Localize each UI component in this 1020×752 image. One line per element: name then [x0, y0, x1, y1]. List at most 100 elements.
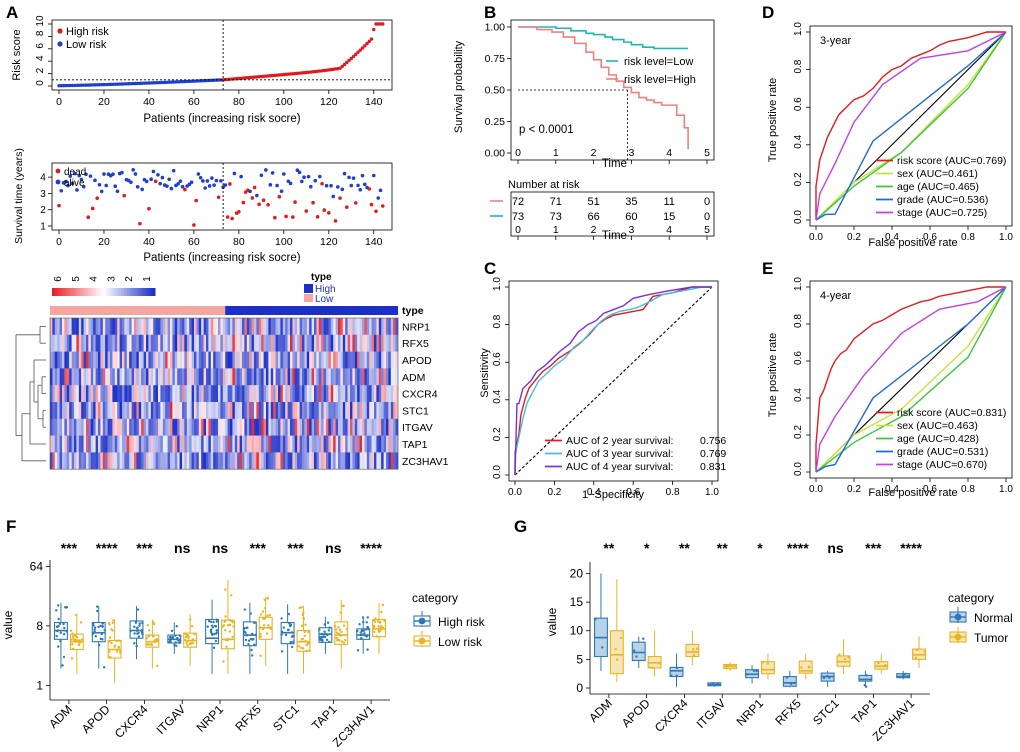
jitter-point [327, 629, 331, 632]
jitter-point [259, 613, 263, 616]
heat-cell [249, 418, 252, 436]
heat-cell [359, 452, 363, 470]
risk-point [342, 62, 347, 67]
jitter-point [675, 666, 679, 670]
heat-cell [239, 452, 243, 470]
heat-cell [330, 334, 334, 352]
alive-point [180, 184, 185, 189]
heat-cell [102, 435, 106, 453]
alive-point [131, 168, 135, 172]
jitter-point [215, 628, 218, 632]
jitter-point [214, 625, 217, 628]
category-label-adm: ADM [46, 702, 75, 731]
jitter-point [214, 639, 218, 643]
heat-cell [234, 402, 238, 419]
heat-cell [374, 435, 377, 453]
heat-cell [323, 368, 327, 386]
heat-cell [213, 418, 216, 436]
heat-cell [381, 418, 384, 436]
heat-cell [107, 435, 111, 453]
heat-cell [393, 435, 396, 453]
scale-step [108, 288, 112, 296]
category-label-stc1: STC1 [270, 702, 302, 734]
jitter-point [110, 641, 113, 645]
heat-cell [304, 435, 308, 453]
jitter-point [287, 628, 290, 632]
heat-cell [182, 418, 185, 436]
dead-point [311, 200, 315, 205]
heat-cell [287, 402, 291, 419]
heat-cell [194, 351, 197, 369]
heat-cell [275, 452, 279, 470]
jitter-point [335, 631, 339, 634]
heat-cell [285, 385, 288, 403]
heat-cell [76, 452, 80, 470]
heat-cell [364, 368, 368, 386]
heat-cell [59, 318, 63, 335]
heat-cell [318, 318, 322, 335]
heat-cell [114, 318, 118, 335]
jitter-point [152, 634, 155, 638]
heat-cell [100, 351, 104, 369]
heat-cell [381, 452, 384, 470]
scale-step [88, 288, 92, 296]
scale-step [113, 288, 117, 296]
heat-cell [326, 435, 329, 453]
scale-step [111, 288, 115, 296]
heat-cell [210, 334, 214, 352]
heat-cell [184, 452, 188, 470]
heat-cell [357, 318, 360, 335]
heat-cell [386, 334, 389, 352]
heat-cell [383, 435, 387, 453]
km-pvalue: p < 0.0001 [519, 124, 574, 136]
heat-cell [371, 418, 375, 436]
heat-cell [290, 318, 293, 335]
heat-cell [198, 351, 202, 369]
type-legend-low-swatch [304, 294, 313, 302]
heat-cell [69, 318, 72, 335]
heat-cell [323, 334, 327, 352]
heat-cell [362, 351, 365, 369]
alive-point [201, 179, 205, 183]
heat-cell [114, 402, 118, 419]
heat-cell [160, 385, 164, 403]
jitter-point [375, 635, 378, 638]
heat-cell [316, 452, 320, 470]
heat-cell [278, 435, 281, 453]
jitter-point [380, 624, 383, 628]
heat-cell [88, 385, 92, 403]
heat-cell [74, 318, 77, 335]
jitter-point [189, 618, 192, 621]
jitter-point [224, 588, 227, 591]
heat-cell [328, 351, 332, 369]
heat-cell [239, 351, 243, 369]
heat-cell [371, 402, 375, 419]
x-tick-label: 0.0 [809, 232, 823, 243]
heat-cell [321, 318, 324, 335]
jitter-point [70, 638, 73, 641]
heat-cell [347, 402, 351, 419]
x-tick-label: 0.6 [626, 487, 640, 498]
y-tick-label: 8 [35, 30, 46, 36]
y-tick-label: 0.4 [793, 134, 804, 148]
gene-label-tap1: TAP1 [402, 439, 428, 451]
heat-frame [49, 317, 399, 470]
heat-cell [143, 435, 147, 453]
heat-cell [110, 452, 113, 470]
alive-point [331, 194, 336, 199]
jitter-point [280, 630, 284, 633]
heat-cell [302, 318, 305, 335]
heat-cell [374, 351, 377, 369]
scale-step [64, 288, 68, 296]
jitter-point [71, 643, 74, 646]
heat-cell [52, 435, 56, 453]
heat-cell [59, 351, 63, 369]
jitter-point [215, 632, 218, 635]
jitter-point [243, 608, 247, 611]
heat-cell [234, 435, 238, 453]
jitter-point [193, 632, 196, 636]
jitter-point [74, 634, 78, 638]
heat-cell [117, 351, 120, 369]
heat-cell [210, 402, 214, 419]
jitter-point [151, 621, 155, 624]
